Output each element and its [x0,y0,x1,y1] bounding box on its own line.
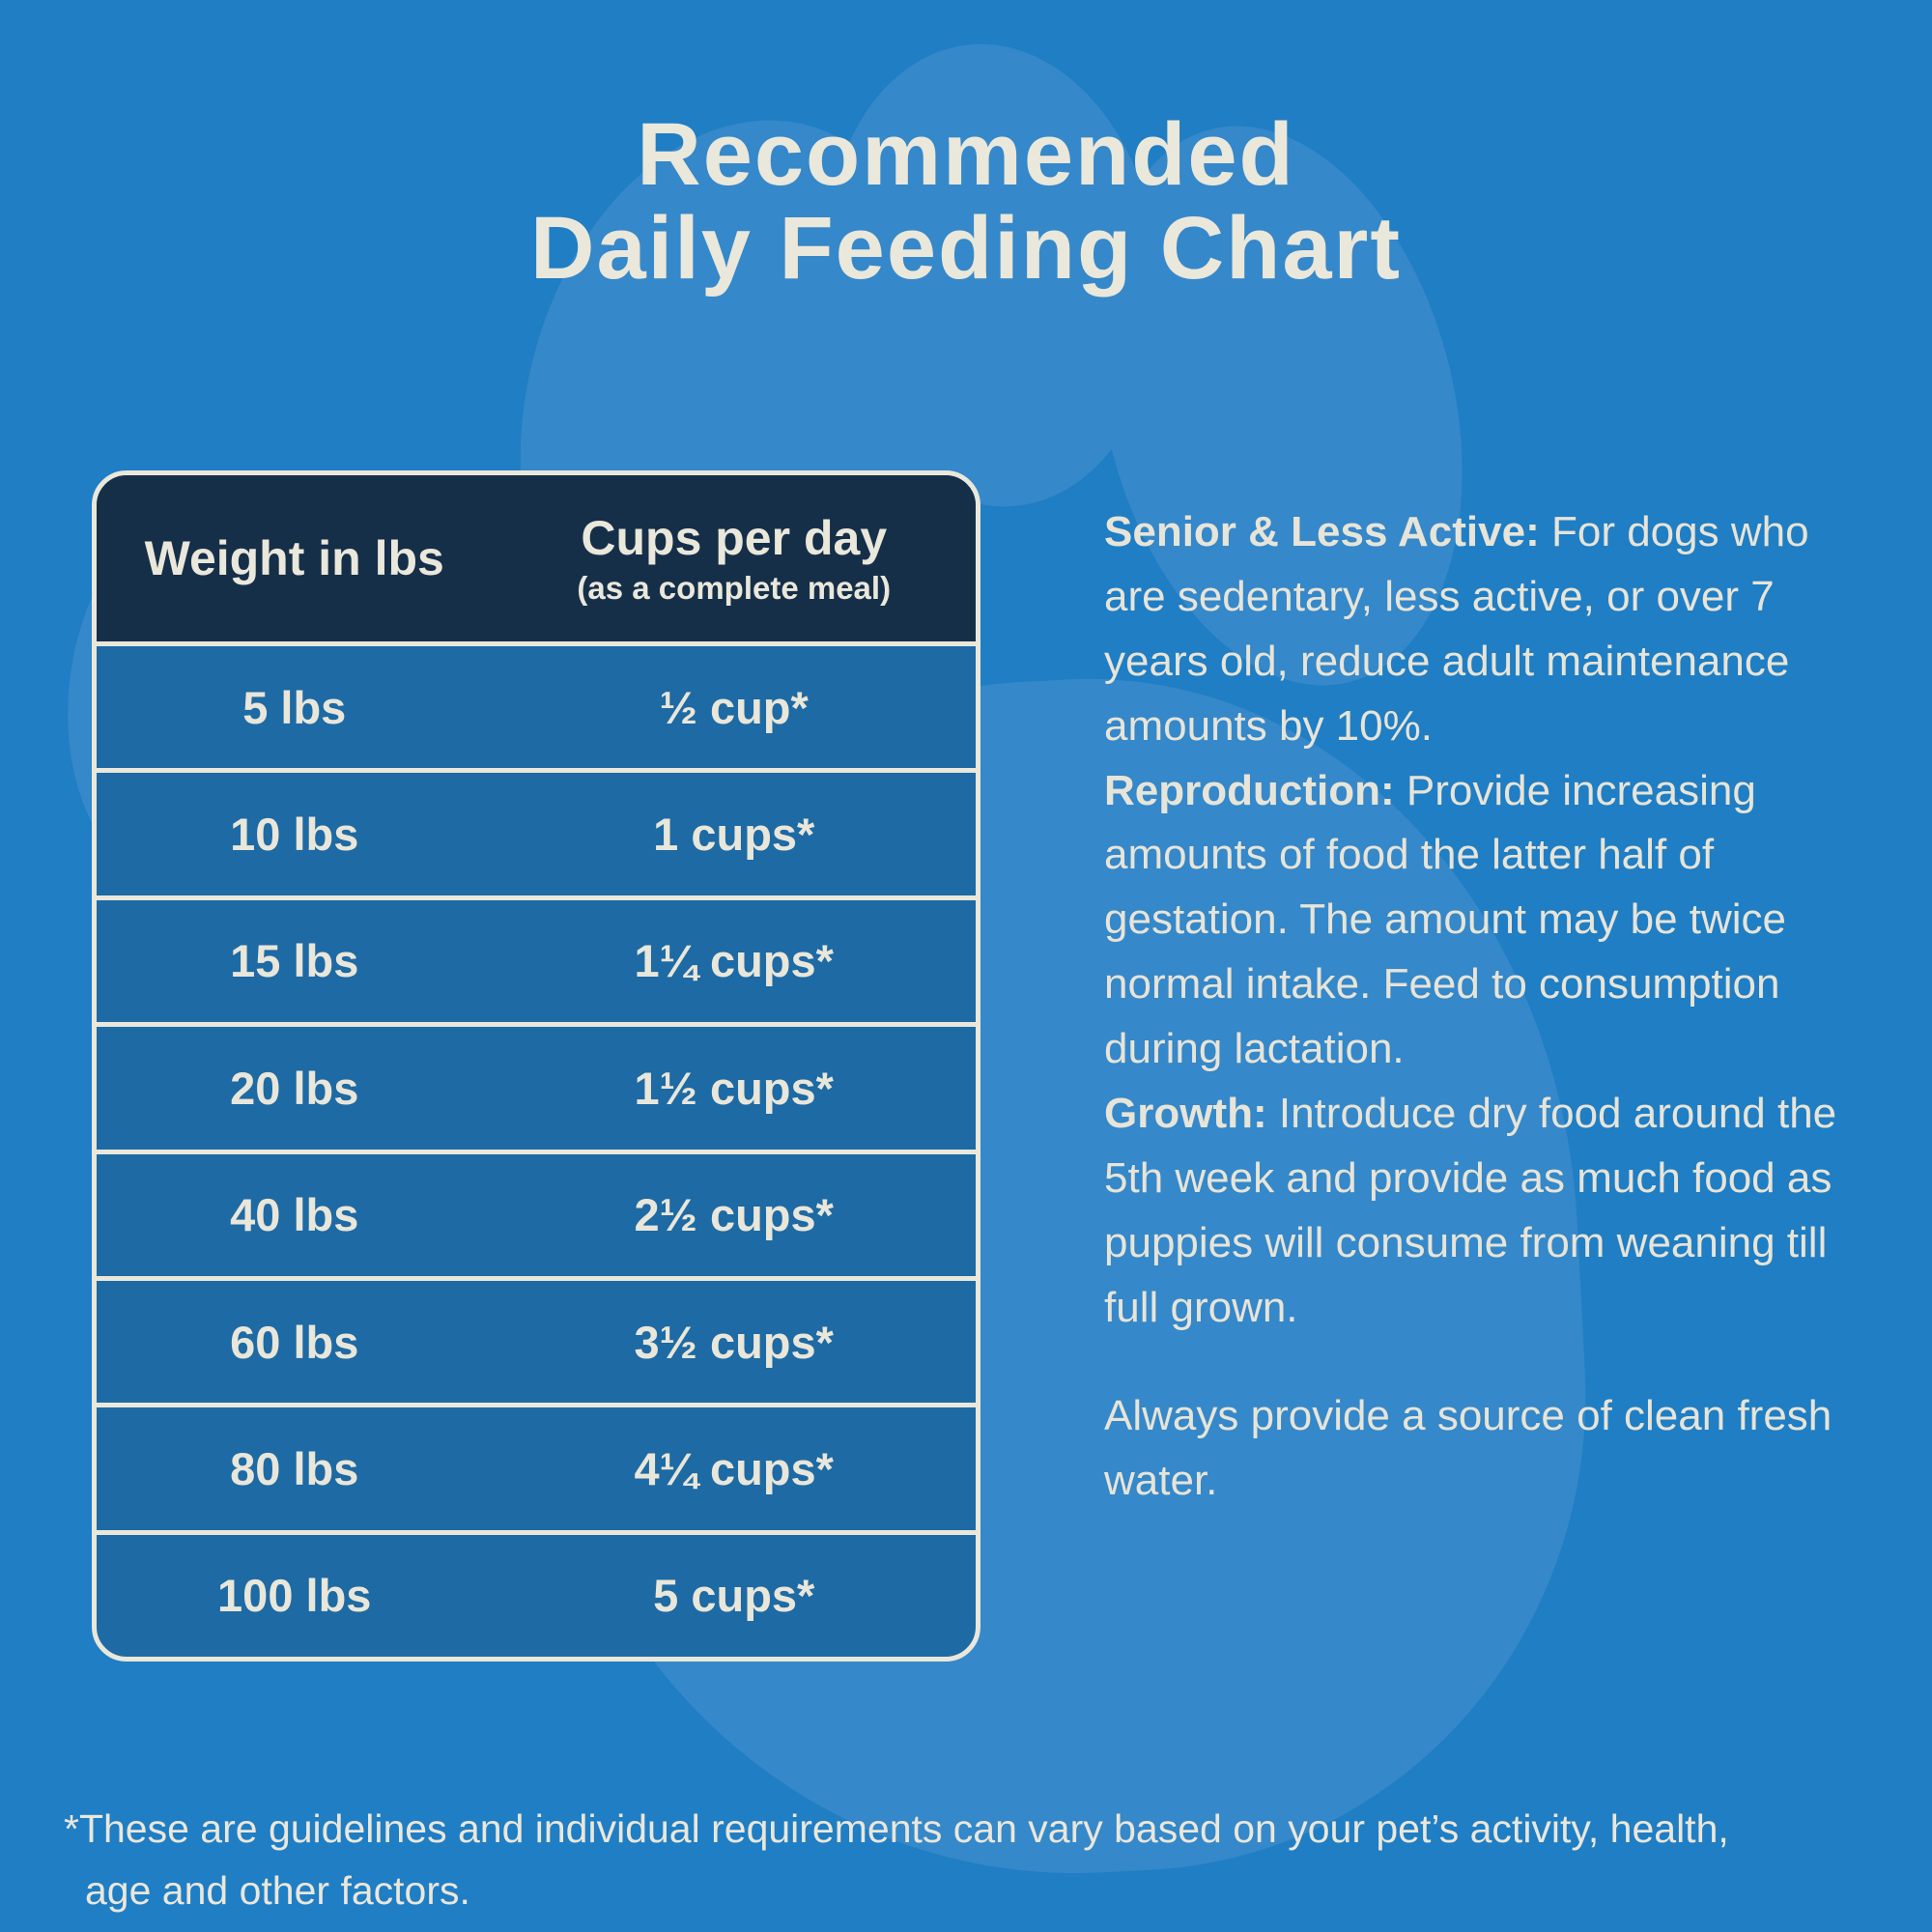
note-senior-label: Senior & Less Active: [1104,508,1540,555]
page-title: Recommended Daily Feeding Chart [0,108,1932,295]
table-row: 15 lbs 1¼ cups* [97,900,976,1028]
footnote-line2: age and other factors. [85,1867,470,1913]
cups-cell: 2½ cups* [634,1189,834,1241]
page-title-line2: Daily Feeding Chart [530,198,1402,298]
feeding-table: Weight in lbs Cups per day (as a complet… [92,470,980,1662]
table-row: 80 lbs 4¼ cups* [97,1407,976,1535]
note-reproduction-label: Reproduction: [1104,766,1395,814]
note-senior: Senior & Less Active: For dogs who are s… [1104,500,1858,759]
weight-cell: 10 lbs [230,809,359,861]
weight-cell: 15 lbs [230,935,359,987]
footnote: *These are guidelines and individual req… [64,1799,1764,1921]
table-header-row: Weight in lbs Cups per day (as a complet… [97,475,976,646]
cups-cell: 1½ cups* [634,1062,834,1114]
weight-cell: 60 lbs [230,1316,359,1368]
table-row: 40 lbs 2½ cups* [97,1154,976,1281]
weight-cell: 100 lbs [217,1570,372,1622]
feeding-notes: Senior & Less Active: For dogs who are s… [1104,500,1858,1514]
note-growth: Growth: Introduce dry food around the 5t… [1104,1082,1858,1341]
table-row: 10 lbs 1 cups* [97,773,976,900]
note-reproduction-text: Provide increasing amounts of food the l… [1104,766,1787,1073]
note-growth-label: Growth: [1104,1089,1267,1137]
cups-cell: 4¼ cups* [634,1442,834,1494]
footnote-line1: *These are guidelines and individual req… [64,1806,1729,1851]
page-title-line1: Recommended [637,105,1295,204]
column-header-cups: Cups per day (as a complete meal) [493,510,977,607]
weight-cell: 80 lbs [230,1442,359,1494]
cups-cell: 5 cups* [653,1570,815,1622]
weight-cell: 20 lbs [230,1062,359,1114]
note-growth-text: Introduce dry food around the 5th week a… [1104,1089,1837,1331]
table-row: 5 lbs ½ cup* [97,646,976,774]
weight-cell: 5 lbs [242,681,347,733]
cups-cell: ½ cup* [659,681,809,733]
column-header-weight: Weight in lbs [144,531,444,585]
table-row: 60 lbs 3½ cups* [97,1281,976,1408]
cups-cell: 1¼ cups* [634,935,834,987]
note-reproduction: Reproduction: Provide increasing amounts… [1104,759,1858,1082]
cups-cell: 1 cups* [653,809,815,861]
column-header-cups-title: Cups per day [581,511,888,565]
table-row: 100 lbs 5 cups* [97,1535,976,1657]
column-header-cups-subtitle: (as a complete meal) [577,570,892,606]
weight-cell: 40 lbs [230,1189,359,1241]
cups-cell: 3½ cups* [634,1316,834,1368]
note-water: Always provide a source of clean fresh w… [1104,1392,1833,1505]
table-row: 20 lbs 1½ cups* [97,1027,976,1154]
note-senior-text: For dogs who are sedentary, less active,… [1104,508,1809,750]
